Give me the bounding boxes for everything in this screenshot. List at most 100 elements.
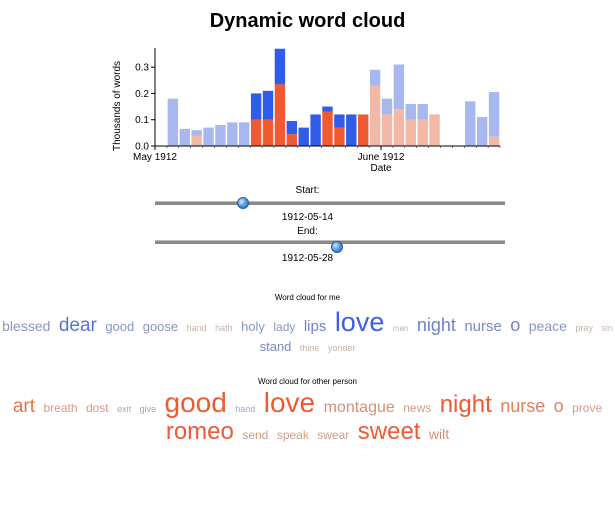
cloud-me-word-12: nurse — [464, 318, 502, 335]
x-tick-label-1: June 1912 — [358, 152, 405, 163]
y-axis-label: Thousands of words — [112, 61, 123, 151]
bar-me-12 — [298, 127, 309, 146]
word-cloud-other: art breath dost exit give good hand love… — [0, 387, 615, 445]
x-tick-label-0: May 1912 — [133, 152, 177, 163]
bar-me-4 — [203, 127, 214, 146]
cloud-me-word-0: blessed — [2, 318, 51, 334]
cloud-other-word-10: night — [439, 391, 492, 418]
bar-me-21 — [405, 103, 416, 120]
cloud-other-word-15: send — [242, 427, 269, 442]
bar-me-7 — [239, 122, 250, 146]
cloud-other-word-3: exit — [117, 404, 132, 414]
bar-me-15 — [334, 114, 345, 128]
cloud-other-word-13: prove — [572, 401, 603, 415]
bar-me-10 — [274, 48, 286, 85]
cloud-me-word-16: sin — [601, 323, 613, 333]
bar-me-3 — [191, 130, 202, 136]
cloud-me-word-4: hand — [186, 323, 207, 333]
bar-me-19 — [381, 98, 393, 115]
bar-me-26 — [465, 101, 476, 146]
cloud-me-word-10: man — [392, 324, 409, 333]
start-date-value: 1912-05-14 — [281, 212, 334, 223]
cloud-me-word-2: good — [105, 319, 135, 334]
cloud-other-word-9: news — [403, 401, 432, 415]
cloud-other-word-18: sweet — [357, 417, 421, 445]
x-axis-label: Date — [370, 163, 392, 174]
bar-me-5 — [215, 124, 226, 146]
bar-other-14 — [322, 111, 333, 146]
bar-other-11 — [286, 134, 298, 146]
bar-me-1 — [167, 98, 179, 146]
bar-me-9 — [262, 90, 274, 120]
bar-me-28 — [488, 92, 500, 137]
end-date-value: 1912-05-28 — [281, 253, 334, 264]
bar-other-15 — [334, 127, 345, 146]
cloud-other-word-5: good — [164, 387, 227, 418]
y-tick-label-2: 0.2 — [135, 89, 149, 100]
bar-me-11 — [286, 121, 298, 135]
bar-other-22 — [417, 119, 428, 146]
cloud-other-word-4: give — [139, 404, 157, 414]
bar-other-10 — [274, 84, 286, 146]
cloud-me-word-9: love — [334, 307, 385, 337]
cloud-me-word-11: night — [416, 315, 456, 335]
end-slider-handle[interactable] — [331, 241, 343, 253]
cloud-me-word-5: hath — [215, 323, 233, 333]
cloud-other-word-17: swear — [317, 427, 350, 442]
start-slider-track[interactable] — [155, 197, 505, 209]
start-slider-handle[interactable] — [236, 197, 249, 209]
bar-me-8 — [250, 93, 262, 120]
cloud-other-word-1: breath — [43, 401, 78, 415]
bar-me-20 — [393, 64, 405, 110]
end-slider-track[interactable] — [155, 240, 505, 253]
cloud-label-other: Word cloud for other person — [257, 377, 357, 386]
y-tick-label-3: 0.3 — [135, 63, 149, 74]
cloud-other-word-11: nurse — [500, 396, 546, 416]
start-label: Start: — [295, 185, 320, 196]
y-tick-label-0: 0.0 — [135, 142, 149, 153]
cloud-other-word-0: art — [12, 396, 36, 417]
bar-me-14 — [322, 106, 333, 112]
cloud-other-word-8: montague — [323, 399, 395, 416]
bar-other-3 — [191, 135, 202, 146]
bar-me-16 — [346, 114, 357, 146]
bar-other-23 — [429, 114, 440, 146]
bar-me-13 — [310, 114, 321, 146]
cloud-me-word-3: goose — [142, 319, 179, 334]
bar-me-18 — [369, 69, 381, 86]
bar-other-28 — [488, 136, 500, 146]
end-label: End: — [297, 226, 318, 237]
cloud-me-word-17: stand — [259, 338, 292, 354]
cloud-other-word-12: o — [553, 396, 564, 416]
cloud-me-word-1: dear — [58, 315, 97, 336]
bar-me-22 — [417, 103, 428, 120]
bar-other-21 — [405, 119, 416, 146]
bar-other-17 — [357, 114, 369, 146]
cloud-me-word-18: thine — [299, 342, 320, 353]
page-title: Dynamic word cloud — [209, 10, 406, 32]
cloud-me-word-13: o — [510, 315, 521, 335]
cloud-me-word-19: yonder — [327, 342, 356, 353]
cloud-other-word-19: wilt — [428, 425, 450, 442]
bar-other-20 — [393, 109, 405, 146]
bar-other-8 — [250, 119, 262, 146]
cloud-label-me: Word cloud for me — [274, 293, 341, 302]
cloud-other-word-16: speak — [276, 427, 309, 442]
cloud-other-word-6: hand — [235, 404, 256, 414]
cloud-other-word-14: romeo — [165, 417, 234, 445]
cloud-me-word-8: lips — [303, 318, 327, 335]
cloud-other-word-7: love — [263, 387, 316, 418]
bar-other-18 — [369, 85, 381, 146]
bar-other-19 — [381, 114, 393, 146]
cloud-me-word-14: peace — [528, 318, 567, 334]
bar-me-6 — [227, 122, 238, 146]
cloud-other-word-2: dost — [85, 401, 109, 415]
cloud-me-word-15: pray — [575, 323, 593, 333]
y-tick-label-1: 0.1 — [135, 115, 149, 126]
bar-me-27 — [476, 117, 488, 146]
word-cloud-me: blessed dear good goose hand hath holy l… — [0, 307, 615, 355]
bar-me-2 — [179, 128, 190, 146]
cloud-me-word-6: holy — [241, 319, 265, 334]
